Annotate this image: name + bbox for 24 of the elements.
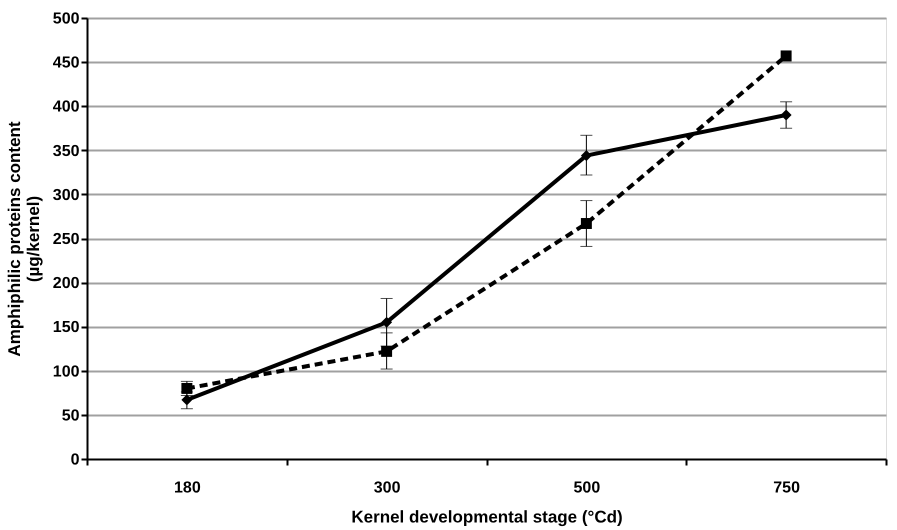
y-tick-label: 200 [52, 275, 80, 292]
y-tick-label: 300 [52, 186, 80, 204]
y-tick-label: 50 [62, 407, 80, 424]
point [780, 110, 792, 120]
x-tick-label: 300 [374, 480, 401, 496]
point [580, 150, 592, 162]
y-tick-label: 400 [52, 98, 80, 116]
y-tick-label: 450 [52, 54, 80, 72]
y-tick-label: 0 [70, 452, 80, 468]
point [181, 394, 192, 406]
x-axis-title: Kernel developmental stage (°Cd) [351, 508, 623, 526]
y-tick-label: 100 [52, 363, 80, 380]
point [381, 316, 392, 328]
y-tick-label: 250 [52, 231, 80, 248]
point [381, 346, 392, 357]
y-tick-label: 500 [52, 10, 80, 28]
x-tick-label: 750 [773, 480, 800, 496]
y-axis-title: Amphiphilic proteins content (µg/kernel) [4, 121, 43, 357]
point [780, 50, 792, 62]
y-tick-label: 350 [52, 142, 80, 160]
point [580, 218, 592, 229]
x-tick-label: 500 [574, 480, 600, 496]
x-tick-label: 180 [174, 480, 201, 496]
y-tick-label: 150 [52, 319, 80, 336]
